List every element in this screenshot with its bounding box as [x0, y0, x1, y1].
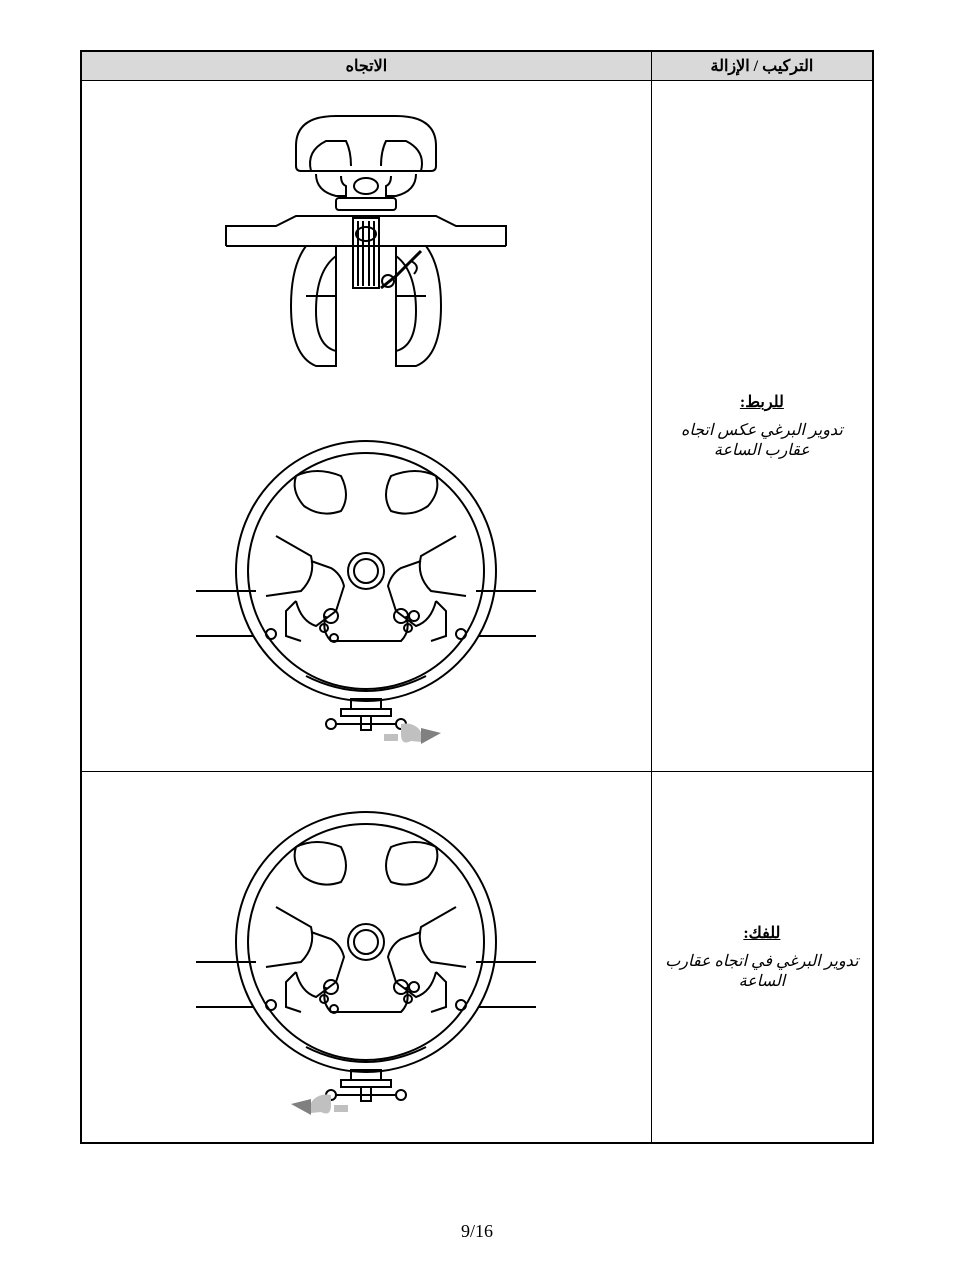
header-instruction: التركيب / الإزالة	[651, 51, 873, 81]
instruction-cell-tighten: للربط: تدوير البرغي عكس اتجاه عقارب السا…	[651, 81, 873, 772]
wheel-ccw-diagram-icon	[166, 416, 566, 756]
instructions-table: التركيب / الإزالة الاتجاه للربط: تدوير ا…	[80, 50, 874, 1144]
header-direction: الاتجاه	[81, 51, 651, 81]
table-row: للفك: تدوير البرغي في اتجاه عقارب الساعة	[81, 772, 873, 1144]
instruction-cell-loosen: للفك: تدوير البرغي في اتجاه عقارب الساعة	[651, 772, 873, 1144]
loosen-title: للفك:	[662, 923, 862, 943]
tighten-title: للربط:	[662, 392, 862, 412]
diagram-cell-tighten	[81, 81, 651, 772]
table-row: للربط: تدوير البرغي عكس اتجاه عقارب السا…	[81, 81, 873, 772]
loosen-desc: تدوير البرغي في اتجاه عقارب الساعة	[662, 951, 862, 991]
page-number: 9/16	[0, 1221, 954, 1242]
bracket-diagram-icon	[176, 96, 556, 396]
tighten-desc: تدوير البرغي عكس اتجاه عقارب الساعة	[662, 420, 862, 460]
wheel-cw-diagram-icon	[166, 787, 566, 1127]
diagram-cell-loosen	[81, 772, 651, 1144]
